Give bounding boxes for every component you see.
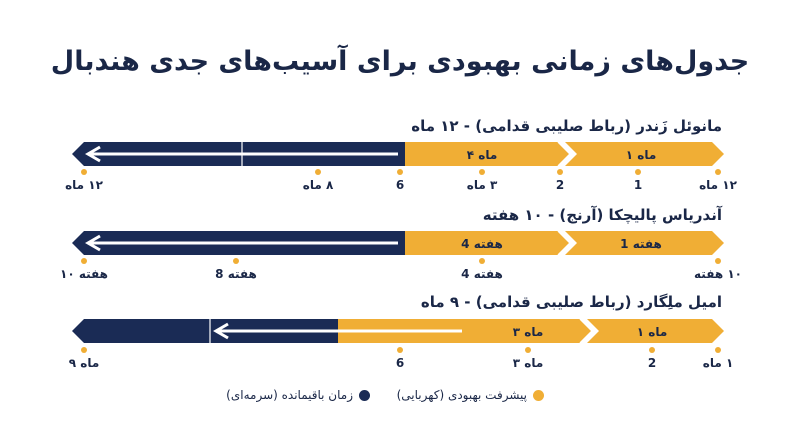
legend-remaining: زمان باقیمانده (سرمه‌ای) <box>226 388 370 402</box>
segment-label: ماه ۱ <box>626 148 657 162</box>
divider <box>557 230 571 244</box>
tick-label: ۱۲ ماه <box>699 178 738 192</box>
divider <box>579 330 593 344</box>
divider <box>557 242 571 256</box>
progress-segment-1 <box>565 231 724 255</box>
direction-arrow-head <box>213 322 229 340</box>
segment-label: ماه ۳ <box>513 325 544 339</box>
tick-label: ۱۲ ماه <box>65 178 104 192</box>
timeline-row-3: ماه ۱ ماه ۳ ۱ ماه 2 ماه ۳ 6 ماه ۹ <box>69 318 734 370</box>
tick-dot <box>479 169 485 175</box>
tick-label: ۳ ماه <box>467 178 498 192</box>
tick-dot <box>81 169 87 175</box>
segment-label: هفته 1 <box>620 237 662 251</box>
progress-segment-2 <box>405 142 570 166</box>
tick-dot <box>715 169 721 175</box>
progress-segment-1 <box>587 319 724 343</box>
tick-dot <box>397 169 403 175</box>
divider <box>579 318 593 332</box>
segment-label: ماه ۱ <box>637 325 668 339</box>
direction-arrow-head <box>85 234 101 252</box>
legend-progress-label: پیشرفت بهبودی (کهربایی) <box>396 388 527 402</box>
tick-label: 2 <box>556 178 564 192</box>
tick-label: ۸ ماه <box>303 178 334 192</box>
tick-dot <box>315 169 321 175</box>
progress-segment-2 <box>405 231 570 255</box>
tick-label: 1 <box>634 178 642 192</box>
page-title: جدول‌های زمانی بهبودی برای آسیب‌های جدی … <box>50 46 750 77</box>
tick-dot <box>557 169 563 175</box>
amber-dot-icon <box>533 389 544 401</box>
tick-dot <box>397 347 403 353</box>
tick-label: 6 <box>396 178 404 192</box>
tick-dot <box>715 347 721 353</box>
row-1-heading: مانوئل زَندر (رباط صلیبی قدامی) - ۱۲ ماه <box>411 117 722 135</box>
tick-label: هفته 8 <box>215 267 257 281</box>
tick-label: 2 <box>648 356 656 370</box>
tick-label: ماه ۳ <box>513 356 544 370</box>
timeline-row-1: ماه ۱ ماه ۴ ۱۲ ماه 1 2 ۳ ماه 6 ۸ ماه ۱۲ … <box>65 141 738 192</box>
tick-label: هفته 4 <box>461 267 503 281</box>
tick-dot <box>525 347 531 353</box>
tick-dot <box>479 258 485 264</box>
tick-dot <box>81 258 87 264</box>
navy-dot-icon <box>359 389 370 401</box>
tick-label: 6 <box>396 356 404 370</box>
row-2-heading: آندریاس پالیچکا (آرنج) - ۱۰ هفته <box>482 206 722 224</box>
tick-label: ۱۰ هفته <box>694 267 742 281</box>
tick-dot <box>635 169 641 175</box>
divider <box>557 153 571 167</box>
timeline-row-2: هفته 1 هفته 4 ۱۰ هفته هفته 4 هفته 8 هفته… <box>60 230 742 281</box>
progress-segment-2 <box>400 319 592 343</box>
tick-label: ۱ ماه <box>703 356 734 370</box>
legend-progress: پیشرفت بهبودی (کهربایی) <box>397 388 544 402</box>
tick-dot <box>649 347 655 353</box>
direction-arrow-head <box>85 145 101 163</box>
segment-label: ماه ۴ <box>467 148 498 162</box>
tick-dot <box>81 347 87 353</box>
progress-segment-1 <box>565 142 724 166</box>
divider <box>557 141 571 155</box>
tick-label: ماه ۹ <box>69 356 100 370</box>
tick-dot <box>715 258 721 264</box>
remaining-bar <box>72 319 338 343</box>
segment-label: هفته 4 <box>461 237 503 251</box>
legend-remaining-label: زمان باقیمانده (سرمه‌ای) <box>226 388 353 402</box>
row-3-heading: امیل ملِگارد (رباط صلیبی قدامی) - ۹ ماه <box>420 293 722 311</box>
tick-dot <box>233 258 239 264</box>
tick-label: هفته ۱۰ <box>60 267 108 281</box>
